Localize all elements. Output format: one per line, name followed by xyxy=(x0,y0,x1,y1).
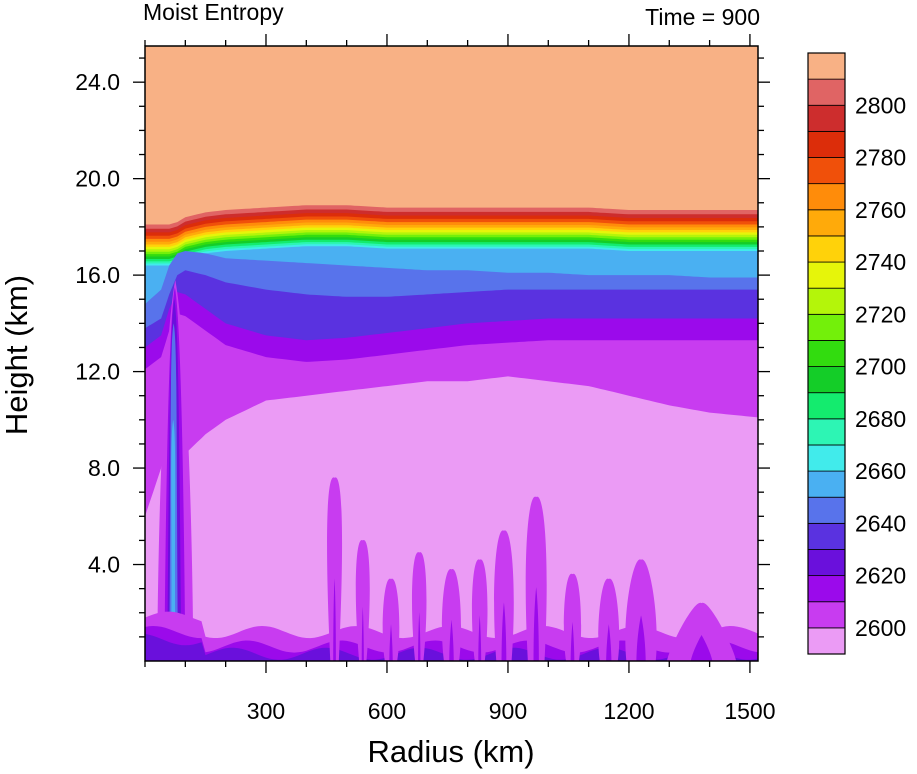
colorbar-label: 2660 xyxy=(855,458,906,484)
y-tick-label: 16.0 xyxy=(75,262,120,288)
plume-core-3 xyxy=(418,612,421,661)
plume-core-1 xyxy=(361,606,364,661)
convective-plume-1 xyxy=(355,540,370,661)
colorbar-frame xyxy=(807,52,846,655)
colorbar-swatch xyxy=(807,235,846,263)
convective-plume-5 xyxy=(471,559,488,661)
colorbar-swatch xyxy=(807,209,846,237)
x-axis-label: Radius (km) xyxy=(367,734,534,769)
colorbar-swatch xyxy=(807,52,846,80)
colorbar-swatch xyxy=(807,522,846,550)
plume-core-8 xyxy=(570,621,575,661)
axis-ticks: 300 600 900 1200 1500 4.0 8.0 12.0 16.0 20.0 24.0 xyxy=(75,34,776,724)
y-axis-label: Height (km) xyxy=(0,275,34,435)
x-tick-label: 600 xyxy=(368,698,406,724)
x-tick-label: 1200 xyxy=(603,698,654,724)
convective-plume-9 xyxy=(598,578,620,661)
y-tick-label: 20.0 xyxy=(75,166,120,192)
convective-plume-0 xyxy=(327,477,343,661)
colorbar-swatch xyxy=(807,157,846,185)
colorbar-swatch xyxy=(807,130,846,158)
colorbar-swatch xyxy=(807,183,846,211)
colorbar-label: 2640 xyxy=(855,510,906,536)
colorbar-swatch xyxy=(807,104,846,132)
plot-frame xyxy=(144,45,759,662)
colorbar-swatch xyxy=(807,549,846,577)
colorbar-label: 2720 xyxy=(855,301,906,327)
colorbar-swatch xyxy=(807,78,846,106)
x-tick-label: 900 xyxy=(489,698,527,724)
colorbar-label: 2800 xyxy=(855,92,906,118)
colorbar-swatch xyxy=(807,261,846,289)
colorbar-swatch xyxy=(807,340,846,367)
colorbar-swatch xyxy=(807,366,846,394)
convective-plume-2 xyxy=(382,578,400,661)
colorbar-label: 2740 xyxy=(855,249,906,275)
plume-core-4 xyxy=(449,619,454,661)
colorbar-swatch xyxy=(807,392,846,420)
y-tick-label: 24.0 xyxy=(75,69,120,95)
plume-core-6 xyxy=(501,602,507,661)
plume-core-11 xyxy=(690,634,713,661)
colorbar-label: 2620 xyxy=(855,563,906,589)
colorbar-label: 2760 xyxy=(855,197,906,223)
y-tick-label: 4.0 xyxy=(88,552,120,578)
colorbar-label: 2780 xyxy=(855,145,906,171)
convective-plume-3 xyxy=(411,552,427,661)
colorbar-swatch xyxy=(807,496,846,524)
colorbar-swatch xyxy=(807,418,846,446)
contour-field xyxy=(145,46,758,661)
convective-plume-4 xyxy=(442,569,461,661)
colorbar-swatch xyxy=(807,627,846,655)
colorbar-swatch xyxy=(807,601,846,629)
colorbar-swatch xyxy=(807,444,846,472)
colorbar-swatch xyxy=(807,470,846,498)
plume-core-5 xyxy=(478,615,482,661)
colorbar-label: 2700 xyxy=(855,354,906,380)
plume-core-0 xyxy=(333,578,336,661)
colorbar-swatch xyxy=(807,313,846,341)
colorbar: 2600 2620 2640 2660 2680 2700 2720 2740 2760 2780… xyxy=(807,52,906,655)
x-tick-label: 1500 xyxy=(724,698,775,724)
plume-core-10 xyxy=(636,615,646,661)
convective-plume-6 xyxy=(494,530,514,661)
plume-core-9 xyxy=(606,624,612,661)
plume-core-2 xyxy=(389,624,393,661)
chart-title-right: Time = 900 xyxy=(645,4,760,30)
y-tick-label: 12.0 xyxy=(75,359,120,385)
colorbar-label: 2680 xyxy=(855,406,906,432)
convective-plume-7 xyxy=(525,496,547,661)
convective-plume-10 xyxy=(625,559,657,661)
colorbar-swatch xyxy=(807,575,846,603)
chart-title-left: Moist Entropy xyxy=(143,0,284,25)
colorbar-label: 2600 xyxy=(855,615,906,641)
colorbar-swatch xyxy=(807,287,846,315)
convective-plume-11 xyxy=(667,603,737,661)
eyewall-4 xyxy=(170,419,176,661)
x-tick-label: 300 xyxy=(247,698,285,724)
plume-core-7 xyxy=(533,587,539,661)
y-tick-label: 8.0 xyxy=(88,455,120,481)
convective-plume-8 xyxy=(563,574,582,661)
